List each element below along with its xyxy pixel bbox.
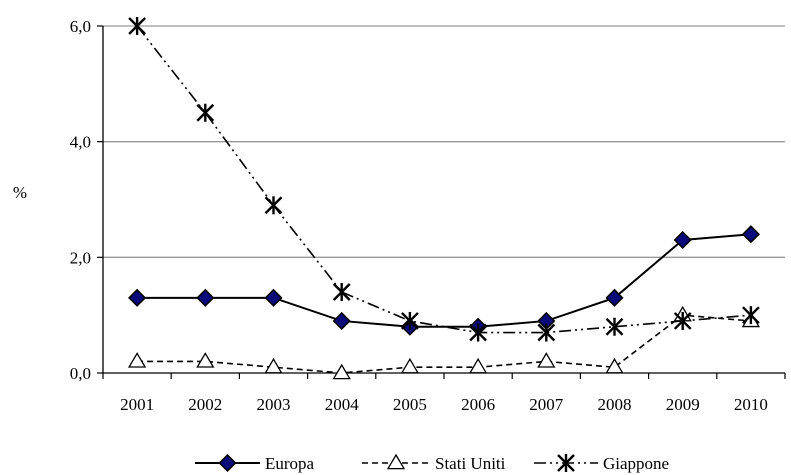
- data-point-europa: [129, 290, 145, 306]
- data-point-giappone: [266, 196, 282, 214]
- series-line-europa: [137, 234, 751, 327]
- x-tick-label: 2006: [461, 395, 495, 414]
- data-point-europa: [266, 290, 282, 306]
- data-point-stati-uniti: [538, 353, 554, 367]
- y-tick-label: 6,0: [70, 17, 91, 36]
- y-tick-label: 0,0: [70, 364, 91, 383]
- data-point-giappone: [334, 283, 350, 301]
- x-tick-label: 2004: [325, 395, 360, 414]
- legend-item-stati-uniti: Stati Uniti: [362, 454, 506, 473]
- x-tick-label: 2010: [734, 395, 768, 414]
- series-lines: [137, 26, 751, 373]
- series-line-giappone: [137, 26, 751, 333]
- legend-item-giappone: Giappone: [534, 454, 669, 473]
- legend: Europa Stati Uniti Giappone: [195, 454, 669, 473]
- data-point-europa: [743, 226, 759, 242]
- x-tick-label: 2005: [393, 395, 427, 414]
- data-point-giappone: [743, 306, 759, 324]
- legend-label-giappone: Giappone: [603, 454, 669, 473]
- series-markers: [129, 17, 759, 379]
- x-tick-label: 2008: [598, 395, 632, 414]
- x-tick-label: 2003: [257, 395, 291, 414]
- data-point-stati-uniti: [197, 353, 213, 367]
- data-point-giappone: [197, 104, 213, 122]
- legend-marker-stati-uniti: [388, 455, 404, 469]
- series-line-stati-uniti: [137, 315, 751, 373]
- data-point-europa: [334, 313, 350, 329]
- data-point-stati-uniti: [402, 359, 418, 373]
- x-tick-label: 2001: [120, 395, 154, 414]
- x-tick-label: 2007: [529, 395, 564, 414]
- y-tick-label: 4,0: [70, 133, 91, 152]
- y-tick-label: 2,0: [70, 248, 91, 267]
- legend-item-europa: Europa: [195, 454, 315, 473]
- data-point-stati-uniti: [470, 359, 486, 373]
- y-axis-label: %: [13, 183, 27, 202]
- legend-label-stati-uniti: Stati Uniti: [435, 454, 506, 473]
- axis-labels: 0,0 2,0 4,0 6,0 2001 2002 2003 2004 2005 2006 2007…: [13, 17, 768, 414]
- data-point-giappone: [402, 312, 418, 330]
- data-point-europa: [197, 290, 213, 306]
- gridlines: [103, 26, 785, 257]
- legend-label-europa: Europa: [265, 454, 315, 473]
- data-point-stati-uniti: [129, 353, 145, 367]
- x-tick-label: 2009: [666, 395, 700, 414]
- x-tick-label: 2002: [188, 395, 222, 414]
- legend-marker-europa: [220, 455, 236, 471]
